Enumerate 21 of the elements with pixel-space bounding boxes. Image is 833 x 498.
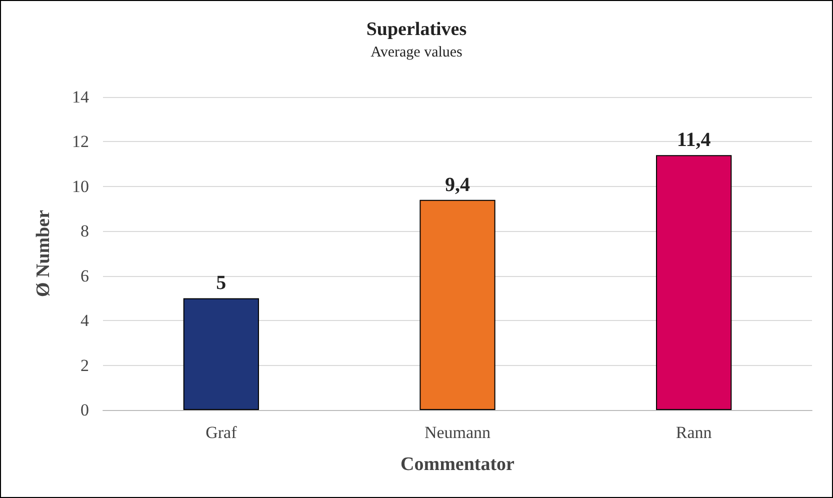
x-tick-label: Neumann xyxy=(424,423,492,442)
bar xyxy=(656,155,732,410)
y-tick-label: 2 xyxy=(80,356,89,375)
y-tick-label: 12 xyxy=(72,132,89,152)
x-tick-label: Graf xyxy=(206,423,238,442)
y-tick-label: 0 xyxy=(80,400,89,420)
x-tick-label: Rann xyxy=(676,423,712,442)
y-tick-label: 6 xyxy=(80,266,89,286)
y-tick-label: 10 xyxy=(72,176,89,196)
bar xyxy=(183,298,259,410)
chart-title: Superlatives xyxy=(366,19,467,40)
y-axis-title: Ø Number xyxy=(33,209,54,298)
y-tick-label: 4 xyxy=(80,311,90,330)
data-label: 11,4 xyxy=(676,129,711,152)
x-axis-title: Commentator xyxy=(400,454,516,475)
data-label: 9,4 xyxy=(445,174,470,196)
y-tick-label: 8 xyxy=(80,222,89,241)
chart-subtitle: Average values xyxy=(370,44,463,60)
data-label: 5 xyxy=(216,272,226,294)
y-tick-label: 14 xyxy=(72,88,90,106)
bar xyxy=(420,200,496,410)
